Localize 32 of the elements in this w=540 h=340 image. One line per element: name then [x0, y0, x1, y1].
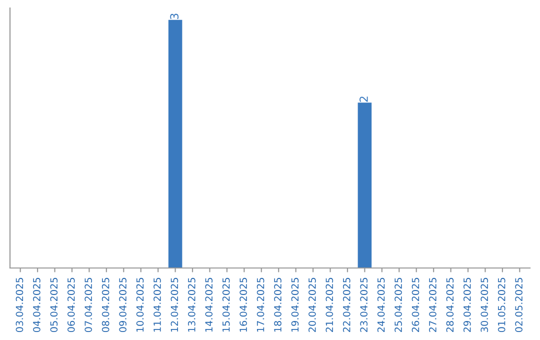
x-tick-label: 15.04.2025	[222, 278, 230, 332]
data-label: 3	[170, 14, 179, 20]
x-tick-label: 22.04.2025	[342, 278, 350, 332]
x-tick-label: 10.04.2025	[136, 278, 144, 332]
x-tick-label: 03.04.2025	[16, 278, 24, 332]
x-tick-label: 30.04.2025	[480, 278, 488, 332]
x-tick-label: 12.04.2025	[170, 278, 178, 332]
x-tick-label: 07.04.2025	[84, 278, 92, 332]
x-tick-label: 27.04.2025	[429, 278, 436, 332]
x-tick-label: 24.04.2025	[377, 278, 385, 332]
x-tick-label: 20.04.2025	[308, 278, 316, 332]
x-tick-label: 28.04.2025	[446, 278, 454, 332]
x-tick-label: 29.04.2025	[463, 278, 471, 332]
x-tick-label: 05.04.2025	[50, 278, 58, 332]
x-tick-label: 02.05.2025	[515, 278, 522, 332]
x-tick-label: 23.04.2025	[360, 278, 368, 332]
data-label: 2	[360, 96, 368, 102]
x-tick-label: 06.04.2025	[67, 278, 75, 332]
x-tick-label: 25.04.2025	[394, 278, 402, 332]
x-tick-label: 19.04.2025	[291, 278, 299, 332]
x-tick-label: 11.04.2025	[154, 278, 161, 332]
x-tick-label: 21.04.2025	[326, 278, 334, 332]
x-tick-label: 09.04.2025	[119, 278, 126, 332]
x-tick-label: 16.04.2025	[240, 278, 247, 332]
x-tick-label: 04.04.2025	[33, 278, 40, 332]
x-tick-label: 08.04.2025	[102, 278, 110, 332]
x-tick-label: 17.04.2025	[256, 278, 264, 332]
x-tick-label: 01.05.2025	[498, 278, 506, 332]
x-tick-label: 26.04.2025	[412, 278, 420, 332]
x-tick-label: 18.04.2025	[274, 278, 282, 332]
x-tick-label: 13.04.2025	[188, 278, 196, 332]
x-tick-label: 14.04.2025	[205, 278, 213, 332]
